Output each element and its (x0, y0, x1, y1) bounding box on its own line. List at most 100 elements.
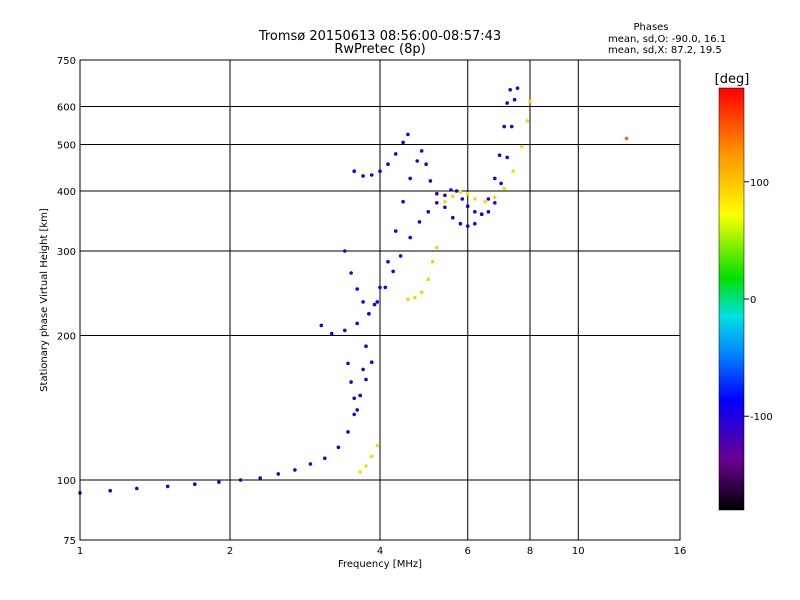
data-point (372, 302, 377, 307)
data-point (449, 188, 453, 192)
data-point (276, 472, 281, 476)
data-point (375, 443, 380, 448)
tick-labels: 1 2 4 6 8 10 16 75 100 200 300 400 500 600 750 (57, 56, 686, 557)
data-point (415, 159, 420, 163)
data-point (413, 295, 417, 300)
data-point (378, 169, 382, 173)
x-tick-label: 4 (377, 546, 383, 557)
data-point (406, 132, 410, 137)
data-point (460, 197, 465, 201)
data-point (497, 153, 502, 157)
data-point (486, 197, 491, 201)
data-point (358, 470, 363, 474)
y-tick-label: 100 (57, 476, 76, 487)
data-point (398, 254, 403, 258)
data-point (358, 393, 363, 398)
data-point (458, 190, 463, 194)
data-point (393, 229, 398, 233)
data-point (443, 205, 447, 210)
data-point (417, 220, 422, 224)
data-point (375, 300, 380, 304)
data-point (624, 136, 629, 141)
data-point (346, 430, 350, 434)
data-point (343, 249, 347, 253)
y-axis-label: Stationary phase Virtual Height [km] (39, 208, 50, 392)
colorbar-tick-label: 100 (750, 178, 769, 189)
data-point (217, 480, 221, 484)
data-point (319, 323, 324, 328)
data-point (352, 169, 357, 173)
data-point (193, 482, 197, 487)
data-point (308, 462, 313, 466)
grid (80, 60, 680, 540)
stats-heading: Phases (633, 22, 668, 33)
data-point (512, 97, 517, 102)
stats-line-x: mean, sd,X: 87.2, 19.5 (608, 45, 722, 56)
data-point (378, 285, 382, 290)
data-point (508, 88, 512, 92)
data-point (352, 396, 357, 401)
data-point (293, 468, 297, 472)
y-tick-label: 600 (57, 103, 76, 114)
data-point (502, 186, 507, 191)
data-point (361, 300, 365, 304)
x-tick-label: 10 (572, 546, 585, 557)
plot-frame (79, 59, 681, 541)
x-tick-label: 2 (227, 546, 233, 557)
data-point (401, 140, 405, 145)
x-tick-label: 16 (674, 546, 687, 557)
data-point (465, 224, 470, 228)
data-point (525, 119, 530, 123)
x-tick-label: 6 (465, 546, 471, 557)
data-point (352, 412, 357, 417)
data-point (349, 380, 353, 384)
data-point (329, 331, 334, 336)
data-point (361, 174, 365, 178)
x-tick-label: 8 (527, 546, 533, 557)
data-point (435, 191, 439, 196)
data-point (401, 199, 405, 204)
data-point (430, 259, 435, 264)
data-point (391, 269, 395, 274)
data-points (78, 86, 629, 495)
data-point (355, 321, 360, 326)
data-point (483, 199, 487, 204)
data-point (519, 144, 524, 149)
data-point (367, 312, 371, 316)
data-point (515, 86, 520, 90)
data-point (346, 361, 350, 366)
data-point (364, 464, 368, 468)
data-point (505, 155, 510, 160)
data-point (509, 124, 514, 129)
data-point (479, 212, 484, 216)
data-point (258, 476, 263, 480)
y-tick-label: 200 (57, 332, 76, 343)
data-point (493, 195, 497, 200)
data-point (419, 149, 424, 153)
stats-line-o: mean, sd,O: -90.0, 16.1 (608, 34, 726, 45)
x-axis-label: Frequency [MHz] (338, 559, 422, 570)
data-point (473, 197, 477, 201)
chart-subtitle: RwPretec (8p) (334, 42, 425, 57)
data-point (458, 221, 463, 226)
data-point (435, 201, 439, 205)
data-point (499, 181, 503, 186)
data-point (428, 179, 433, 183)
data-point (465, 204, 470, 208)
data-point (361, 367, 365, 372)
data-point (383, 285, 388, 290)
y-tick-label: 400 (57, 187, 76, 198)
data-point (465, 191, 470, 196)
data-point (355, 287, 360, 291)
data-point (408, 235, 413, 240)
data-point (473, 221, 477, 226)
data-point (511, 169, 515, 173)
y-tick-label: 750 (57, 56, 76, 67)
data-point (451, 215, 455, 220)
data-point (369, 360, 374, 365)
data-point (406, 297, 410, 302)
data-point (443, 199, 447, 204)
colorbar-tick-label: 0 (750, 295, 756, 306)
data-point (493, 176, 497, 181)
